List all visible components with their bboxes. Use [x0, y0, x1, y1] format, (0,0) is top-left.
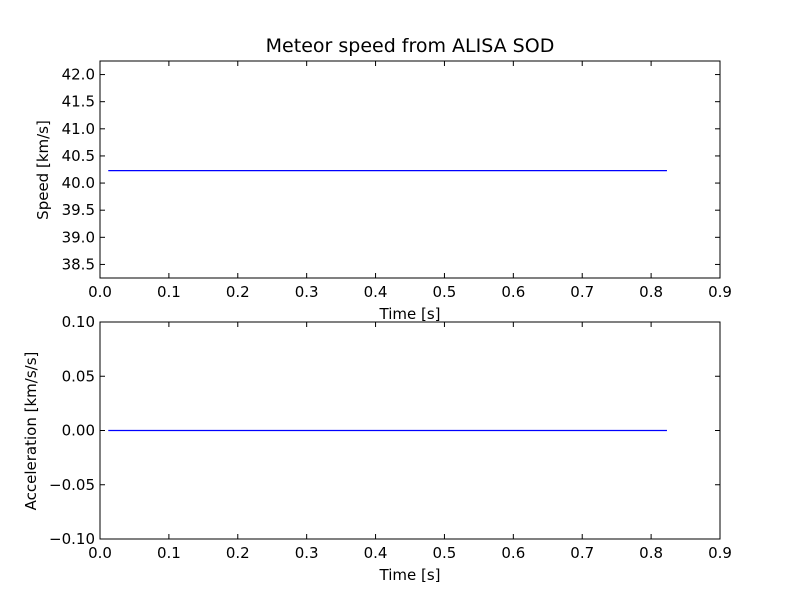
speed-y-tick-label: 42.0	[62, 66, 95, 84]
acceleration-x-tick-label: 0.2	[226, 544, 250, 562]
acceleration-x-tick-label: 0.9	[708, 544, 732, 562]
acceleration-y-tick-label: −0.10	[49, 530, 95, 548]
acceleration-x-tick-label: 0.7	[570, 544, 594, 562]
speed-y-tick-label: 41.0	[62, 120, 95, 138]
acceleration-x-tick-label: 0.4	[364, 544, 388, 562]
speed-x-tick-label: 0.2	[226, 283, 250, 301]
speed-x-tick-label: 0.0	[88, 283, 112, 301]
speed-chart-title: Meteor speed from ALISA SOD	[266, 35, 555, 57]
speed-x-tick-label: 0.7	[570, 283, 594, 301]
acceleration-y-axis-label: Acceleration [km/s/s]	[22, 352, 40, 511]
acceleration-x-tick-label: 0.0	[88, 544, 112, 562]
acceleration-y-tick-label: 0.05	[62, 367, 95, 385]
acceleration-x-tick-label: 0.1	[157, 544, 181, 562]
acceleration-x-tick-label: 0.6	[501, 544, 525, 562]
acceleration-y-tick-label: 0.10	[62, 313, 95, 331]
speed-y-tick-label: 38.5	[62, 255, 95, 273]
speed-y-tick-label: 40.0	[62, 174, 95, 192]
speed-x-tick-label: 0.4	[364, 283, 388, 301]
acceleration-panel: Time [s] Acceleration [km/s/s] 0.0 0.1 0.2…	[22, 313, 732, 584]
speed-x-tick-label: 0.1	[157, 283, 181, 301]
speed-y-tick-label: 40.5	[62, 147, 95, 165]
speed-plot-frame	[99, 60, 721, 279]
acceleration-plot-frame	[99, 321, 721, 540]
acceleration-x-tick-label: 0.3	[295, 544, 319, 562]
speed-x-tick-label: 0.9	[708, 283, 732, 301]
speed-x-tick-label: 0.5	[433, 283, 457, 301]
speed-x-tick-label: 0.6	[501, 283, 525, 301]
speed-panel: Meteor speed from ALISA SOD Time [s] Spe…	[34, 35, 732, 323]
acceleration-x-tick-label: 0.5	[433, 544, 457, 562]
speed-y-tick-label: 39.0	[62, 228, 95, 246]
acceleration-x-axis-label: Time [s]	[379, 566, 441, 584]
speed-x-axis-label: Time [s]	[379, 305, 441, 323]
speed-x-tick-label: 0.3	[295, 283, 319, 301]
speed-x-tick-label: 0.8	[639, 283, 663, 301]
speed-y-axis-label: Speed [km/s]	[34, 120, 52, 220]
acceleration-y-tick-label: 0.00	[62, 422, 95, 440]
speed-y-tick-label: 41.5	[62, 93, 95, 111]
speed-y-tick-label: 39.5	[62, 201, 95, 219]
acceleration-y-tick-label: −0.05	[49, 476, 95, 494]
acceleration-x-tick-label: 0.8	[639, 544, 663, 562]
